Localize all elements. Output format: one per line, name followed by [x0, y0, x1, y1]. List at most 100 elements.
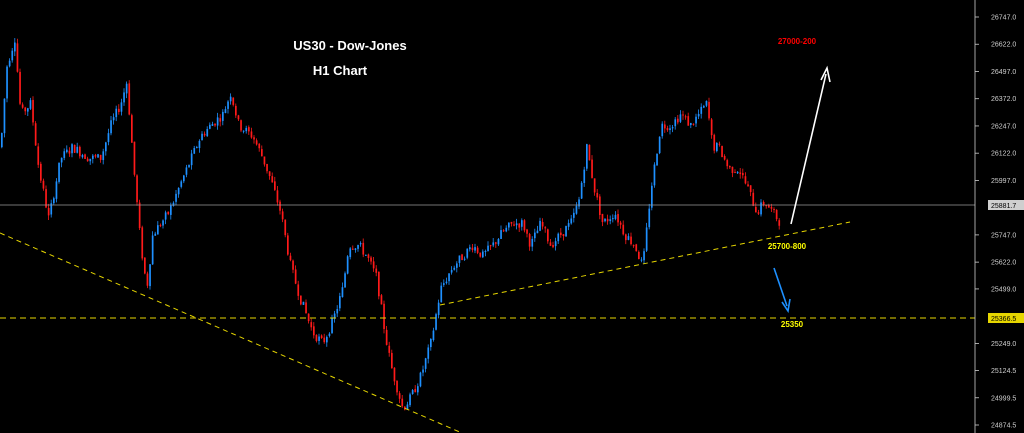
- y-tick-label: 25997.0: [991, 178, 1016, 185]
- arrows-layer: [773, 65, 831, 314]
- bull-candle: [508, 222, 510, 228]
- bear-candle: [118, 108, 120, 113]
- bull-candle: [151, 235, 154, 265]
- bear-candle: [684, 116, 687, 118]
- bear-candle: [768, 205, 770, 208]
- bull-candle: [245, 127, 248, 132]
- bear-candle: [630, 236, 632, 245]
- bull-candle: [326, 336, 328, 343]
- bear-candle: [146, 273, 149, 286]
- bear-candle: [619, 222, 622, 225]
- bear-candle: [47, 208, 50, 216]
- bull-candle: [107, 133, 110, 143]
- bull-candle: [406, 404, 409, 410]
- bull-candle: [318, 336, 320, 341]
- bull-candle: [336, 309, 339, 314]
- bull-candle: [81, 155, 84, 158]
- bull-candle: [458, 255, 461, 263]
- bull-candle: [224, 109, 227, 113]
- bear-candle: [749, 185, 752, 193]
- bear-candle: [739, 172, 742, 175]
- bull-candle: [424, 358, 427, 369]
- bull-candle: [29, 100, 32, 109]
- bear-candle: [762, 201, 765, 206]
- y-tick-label: 25249.0: [991, 341, 1016, 348]
- bull-candle: [357, 245, 359, 249]
- bull-candle: [188, 164, 190, 168]
- bull-candle: [66, 149, 68, 153]
- bear-candle: [775, 209, 778, 220]
- bear-candle: [723, 156, 726, 160]
- bear-candle: [378, 271, 380, 297]
- y-tick-label: 24874.5: [991, 423, 1016, 430]
- bear-candle: [292, 260, 294, 270]
- bull-candle: [674, 119, 677, 127]
- bear-candle: [235, 105, 237, 116]
- down-arrow-shaft: [773, 267, 788, 307]
- bull-candle: [443, 283, 445, 285]
- bear-candle: [479, 252, 482, 257]
- bear-candle: [544, 227, 547, 229]
- bear-candle: [747, 184, 749, 187]
- bull-candle: [71, 144, 73, 154]
- bear-candle: [214, 123, 216, 126]
- bull-candle: [339, 296, 341, 309]
- bull-candle: [89, 158, 92, 162]
- bear-candle: [625, 234, 627, 241]
- bear-candle: [320, 335, 323, 339]
- bull-candle: [154, 233, 157, 236]
- bear-candle: [528, 234, 531, 247]
- bull-candle: [14, 42, 16, 52]
- bear-candle: [159, 225, 162, 227]
- bear-candle: [518, 223, 521, 228]
- bear-candle: [263, 156, 266, 165]
- bear-candle: [591, 159, 593, 178]
- bull-candle: [227, 101, 229, 109]
- bull-candle: [653, 164, 656, 186]
- bear-candle: [734, 171, 736, 173]
- bear-candle: [757, 212, 760, 214]
- bull-candle: [440, 285, 443, 303]
- bull-candle: [162, 220, 164, 226]
- bull-candle: [1, 133, 3, 148]
- bull-candle: [614, 214, 617, 219]
- bear-candle: [300, 295, 302, 305]
- bull-candle: [359, 243, 362, 245]
- bear-candle: [513, 224, 515, 226]
- bear-candle: [297, 284, 300, 296]
- bear-candle: [128, 83, 131, 115]
- bull-candle: [497, 238, 500, 245]
- bull-candle: [172, 202, 175, 206]
- y-tick-label: 25499.0: [991, 286, 1016, 293]
- bull-candle: [3, 98, 6, 134]
- bull-candle: [422, 369, 424, 373]
- bull-candle: [580, 182, 583, 199]
- bull-candle: [482, 251, 484, 258]
- target-arrow-shaft: [790, 73, 827, 225]
- bull-candle: [209, 124, 211, 129]
- bear-candle: [261, 149, 263, 157]
- bull-candle: [448, 273, 450, 282]
- bear-candle: [726, 160, 729, 167]
- chart-subtitle: H1 Chart: [313, 63, 368, 78]
- bull-candle: [573, 212, 575, 218]
- bull-candle: [110, 120, 112, 134]
- bull-candle: [411, 390, 414, 395]
- bull-candle: [612, 218, 614, 220]
- bear-candle: [284, 219, 287, 236]
- bull-candle: [349, 248, 352, 258]
- bear-candle: [596, 192, 599, 198]
- bull-candle: [487, 245, 489, 252]
- y-tick-label: 25124.5: [991, 368, 1016, 375]
- bear-candle: [138, 202, 141, 229]
- bear-candle: [42, 180, 45, 189]
- bear-candle: [16, 43, 19, 72]
- bull-candle: [432, 330, 435, 341]
- bear-candle: [541, 221, 544, 227]
- bear-candle: [99, 154, 102, 160]
- bear-candle: [552, 244, 554, 248]
- bull-candle: [648, 208, 651, 228]
- bull-candle: [76, 146, 79, 153]
- bull-candle: [521, 220, 523, 227]
- down-arrow-head: [781, 298, 791, 314]
